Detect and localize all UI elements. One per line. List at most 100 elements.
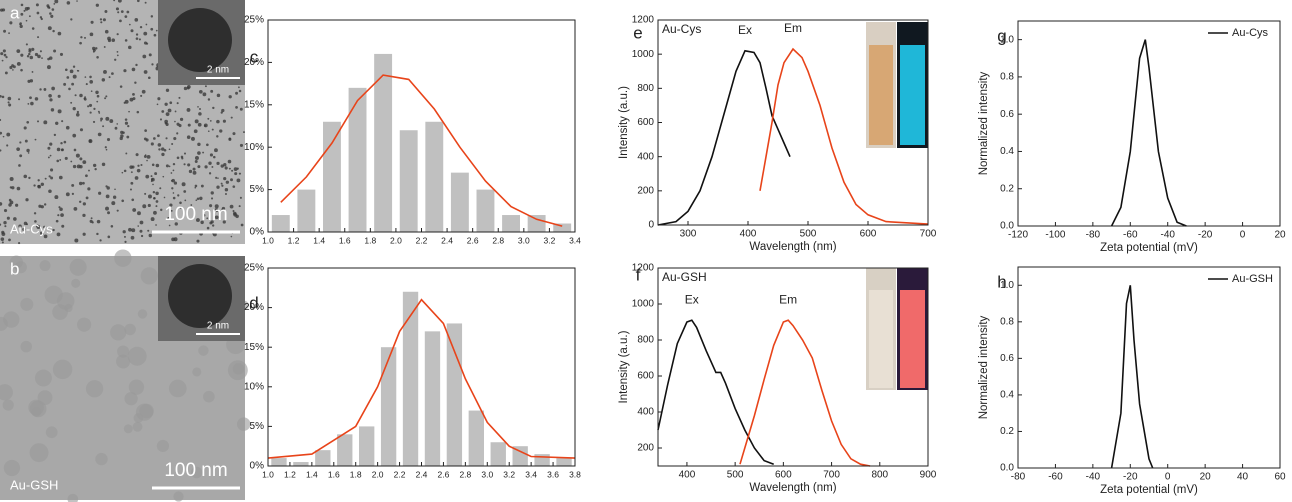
- particle: [4, 71, 8, 75]
- particle: [123, 235, 126, 238]
- particle: [236, 417, 251, 431]
- particle: [71, 183, 75, 187]
- particle: [105, 206, 109, 211]
- particle: [233, 167, 238, 172]
- particle: [15, 203, 19, 207]
- particle: [157, 143, 162, 147]
- x-axis-title: Wavelength (nm): [749, 241, 836, 253]
- particle: [184, 199, 187, 202]
- particle: [229, 204, 234, 209]
- particle: [148, 194, 152, 199]
- particle: [124, 118, 128, 121]
- y-tick-label: 0.6: [1000, 353, 1014, 364]
- particle: [131, 198, 135, 202]
- particle: [57, 94, 61, 98]
- particle: [33, 212, 37, 215]
- particle: [1, 232, 6, 237]
- particle: [192, 170, 197, 175]
- particle: [104, 146, 107, 149]
- particle: [158, 148, 161, 151]
- particle: [183, 152, 187, 155]
- particle: [71, 278, 81, 288]
- particle: [85, 196, 89, 200]
- particle: [129, 97, 134, 102]
- y-tick-label: 15%: [244, 99, 264, 110]
- particle: [88, 139, 93, 144]
- particle: [202, 213, 206, 217]
- particle: [46, 65, 51, 70]
- particle: [60, 213, 64, 217]
- bar: [348, 87, 367, 232]
- image-caption: Au-GSH: [10, 477, 58, 492]
- particle: [91, 221, 94, 224]
- particle: [43, 225, 46, 229]
- y-tick-label: 400: [637, 407, 654, 418]
- y-tick-label: 800: [637, 83, 654, 94]
- particle: [103, 70, 107, 74]
- particle: [159, 118, 163, 121]
- bar: [271, 458, 287, 466]
- particle: [165, 112, 170, 117]
- particle: [168, 165, 171, 168]
- particle: [197, 151, 201, 155]
- particle: [173, 136, 177, 141]
- particle: [96, 55, 99, 59]
- particle: [66, 76, 70, 79]
- particle: [150, 142, 154, 146]
- particle: [96, 100, 99, 103]
- particle: [124, 121, 129, 125]
- particle: [171, 187, 174, 190]
- particle: [211, 166, 214, 168]
- plot-frame: [267, 19, 576, 233]
- particle: [224, 193, 227, 196]
- particle: [28, 176, 31, 180]
- particle: [144, 154, 147, 156]
- particle: [3, 459, 21, 477]
- particle: [190, 204, 193, 206]
- particle: [70, 160, 73, 163]
- particle: [20, 3, 24, 7]
- particle: [155, 191, 159, 196]
- x-tick-label: 1.2: [288, 235, 300, 245]
- fit-curve: [267, 298, 576, 459]
- particle: [43, 203, 47, 206]
- particle: [88, 103, 93, 107]
- particle: [49, 12, 52, 15]
- particle: [31, 71, 34, 73]
- series-line: [759, 47, 929, 225]
- particle: [16, 147, 20, 152]
- y-tick-label: 0.2: [1000, 183, 1014, 194]
- x-tick-label: 1.6: [328, 469, 340, 479]
- particle: [57, 214, 60, 217]
- particle: [162, 175, 165, 178]
- particle: [179, 117, 184, 122]
- particle: [0, 237, 5, 241]
- y-axis-title: Intensity (a.u.): [618, 86, 630, 159]
- particle: [87, 105, 90, 108]
- particle: [96, 219, 101, 224]
- scale-label: 100 nm: [164, 460, 227, 481]
- x-tick-label: 2.0: [372, 469, 384, 479]
- particle: [20, 340, 33, 353]
- particle: [228, 167, 231, 170]
- particle: [27, 152, 30, 154]
- particle: [47, 156, 50, 159]
- particle: [225, 180, 230, 184]
- y-tick-label: 1000: [632, 299, 655, 310]
- particle: [137, 309, 148, 319]
- particle: [84, 96, 87, 99]
- particle: [37, 179, 40, 182]
- particle: [29, 79, 34, 83]
- bar: [556, 458, 572, 466]
- particle: [54, 0, 59, 4]
- bar: [527, 215, 546, 232]
- particle: [159, 187, 162, 190]
- particle: [151, 63, 154, 66]
- particle: [220, 182, 223, 185]
- particle: [52, 228, 55, 232]
- y-tick-label: 0.0: [1000, 221, 1014, 232]
- particle: [69, 258, 87, 276]
- particle: [94, 168, 97, 171]
- particle: [124, 39, 128, 42]
- particle: [30, 101, 34, 106]
